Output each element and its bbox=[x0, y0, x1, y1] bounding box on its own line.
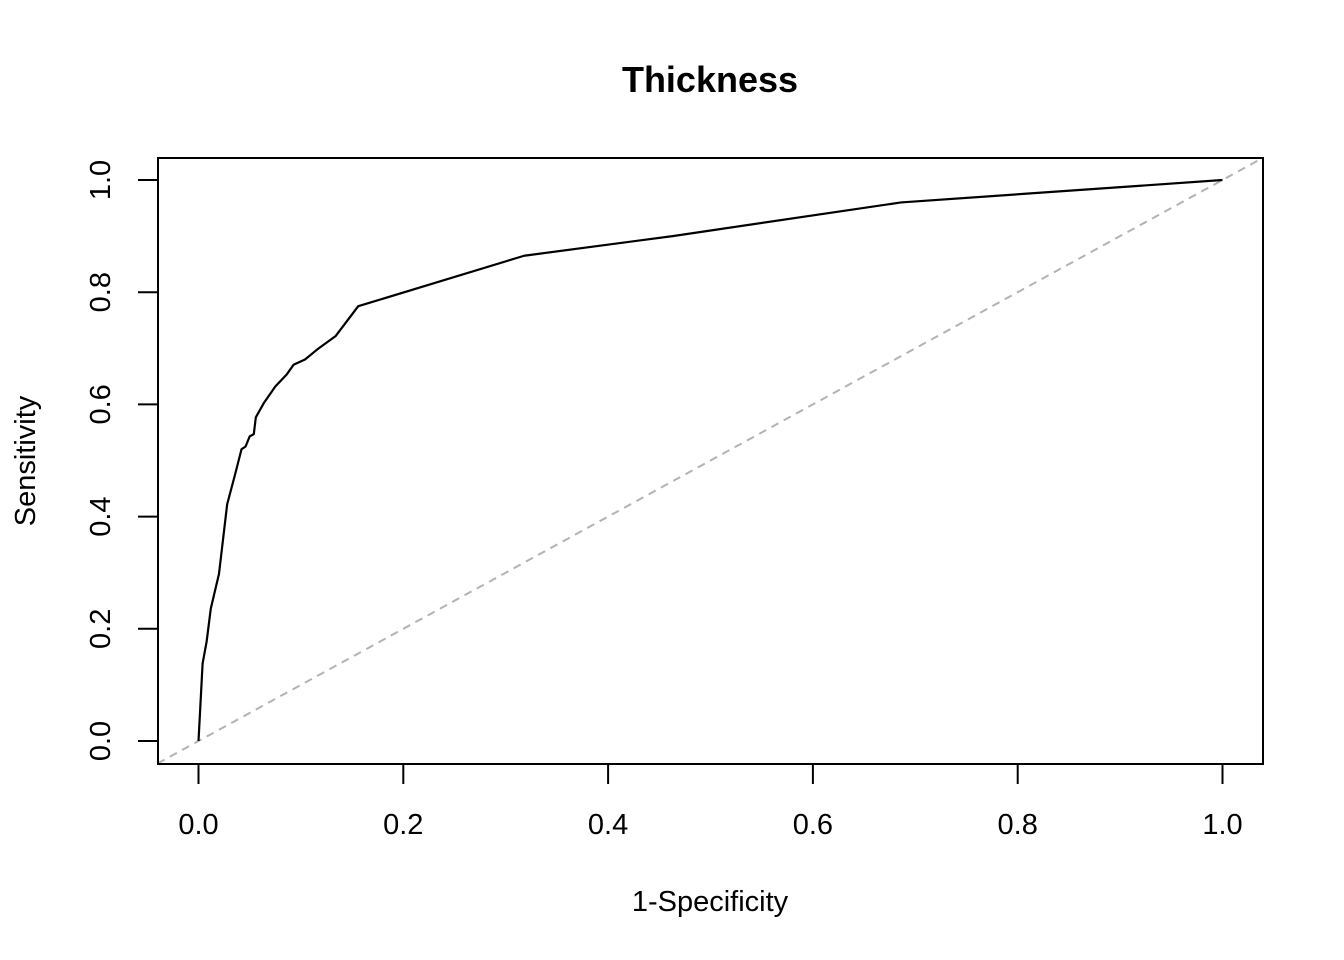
y-axis: 0.0 0.2 0.4 0.6 0.8 1.0 bbox=[85, 160, 159, 761]
y-tick-label: 0.6 bbox=[85, 384, 117, 424]
x-tick-label: 1.0 bbox=[1202, 809, 1242, 841]
y-axis-label: Sensitivity bbox=[10, 395, 42, 526]
x-axis: 0.0 0.2 0.4 0.6 0.8 1.0 bbox=[178, 763, 1243, 841]
x-tick-label: 0.8 bbox=[998, 809, 1038, 841]
chance-reference-line bbox=[158, 158, 1263, 764]
y-tick-label: 0.2 bbox=[85, 609, 117, 649]
x-tick-label: 0.4 bbox=[588, 809, 628, 841]
roc-curve-line bbox=[197, 178, 1223, 742]
x-tick-label: 0.6 bbox=[793, 809, 833, 841]
chart-title: Thickness bbox=[622, 59, 798, 100]
y-tick-label: 0.0 bbox=[85, 721, 117, 761]
y-tick-label: 1.0 bbox=[85, 160, 117, 200]
plot-area bbox=[158, 158, 1263, 764]
x-tick-label: 0.0 bbox=[178, 809, 218, 841]
x-axis-label: 1-Specificity bbox=[632, 886, 789, 918]
y-tick-label: 0.8 bbox=[85, 272, 117, 312]
y-tick-label: 0.4 bbox=[85, 496, 117, 536]
x-tick-label: 0.2 bbox=[383, 809, 423, 841]
